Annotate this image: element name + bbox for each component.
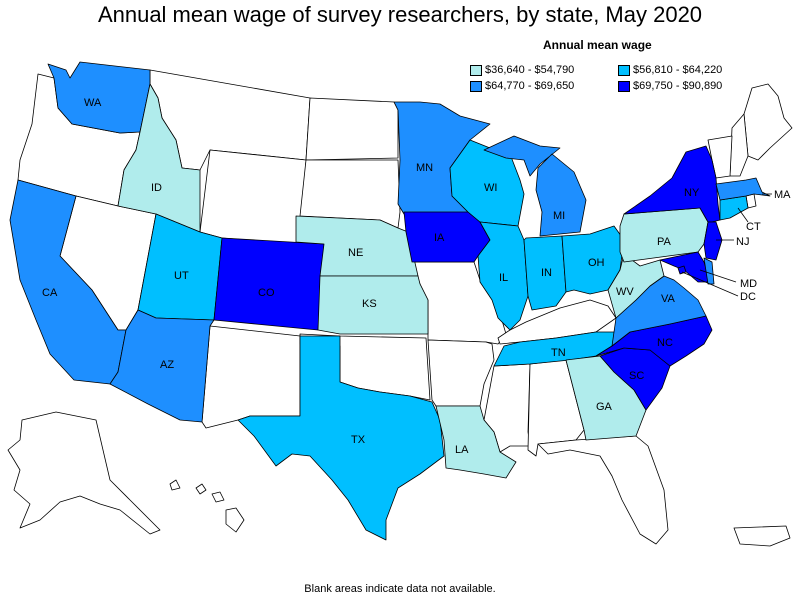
- legend-item-bin-2: $56,810 - $64,220: [618, 64, 722, 76]
- state-IL: [477, 221, 529, 331]
- legend-title: Annual mean wage: [543, 38, 652, 52]
- label-leader-lines: [681, 193, 772, 297]
- label-TN: TN: [551, 347, 566, 359]
- legend-swatch-bin-2: [618, 64, 630, 76]
- legend-item-bin-4: $69,750 - $90,890: [618, 80, 722, 92]
- legend-item-bin-1: $36,640 - $54,790: [470, 64, 574, 76]
- label-GA: GA: [596, 401, 613, 413]
- state-KY: [497, 299, 617, 345]
- state-AR: [427, 339, 495, 407]
- label-MD: MD: [740, 278, 757, 290]
- label-OH: OH: [588, 257, 605, 269]
- data-states: [9, 61, 771, 541]
- state-HI: [169, 479, 245, 533]
- label-NJ: NJ: [736, 236, 749, 248]
- label-CA: CA: [42, 287, 58, 299]
- label-AZ: AZ: [160, 359, 174, 371]
- leader-line-ct: [737, 207, 749, 223]
- state-ND: [305, 97, 399, 161]
- label-IA: IA: [434, 232, 445, 244]
- state-ID: [117, 83, 201, 233]
- label-SC: SC: [629, 370, 644, 382]
- label-WV: WV: [616, 286, 634, 298]
- label-CT: CT: [746, 221, 761, 233]
- legend-swatch-bin-1: [470, 64, 482, 76]
- label-IL: IL: [499, 272, 508, 284]
- state-WI: [449, 139, 525, 227]
- state-AK: [7, 411, 161, 535]
- label-DC: DC: [740, 291, 756, 303]
- label-NE: NE: [348, 247, 363, 259]
- state-KS: [317, 275, 429, 335]
- state-LA: [435, 405, 517, 479]
- state-WV: [607, 253, 665, 319]
- legend-label-bin-4: $69,750 - $90,890: [633, 80, 723, 92]
- label-WA: WA: [84, 97, 102, 109]
- state-DE: [703, 257, 715, 285]
- legend-label-bin-2: $56,810 - $64,220: [633, 64, 723, 76]
- legend-swatch-bin-3: [470, 80, 482, 92]
- label-MN: MN: [416, 162, 433, 174]
- state-MA: [715, 177, 771, 201]
- state-CO: [213, 237, 325, 331]
- label-CO: CO: [258, 287, 275, 299]
- label-MI: MI: [553, 210, 565, 222]
- label-IN: IN: [541, 267, 552, 279]
- legend-item-bin-3: $64,770 - $69,650: [470, 80, 574, 92]
- legend-swatch-bin-4: [618, 80, 630, 92]
- label-MA: MA: [774, 189, 791, 201]
- state-ME: [743, 83, 793, 161]
- state-NJ: [703, 221, 723, 261]
- label-LA: LA: [455, 444, 469, 456]
- state-FL: [537, 435, 669, 545]
- state-labels: WA ID CA UT AZ CO NE KS TX MN IA LA WI I…: [42, 97, 791, 456]
- footnote: Blank areas indicate data not available.: [304, 583, 496, 595]
- label-NC: NC: [657, 337, 673, 349]
- label-VA: VA: [661, 293, 676, 305]
- state-AZ: [109, 309, 215, 423]
- label-TX: TX: [351, 434, 366, 446]
- legend-label-bin-1: $36,640 - $54,790: [485, 64, 575, 76]
- territory-PR: [733, 525, 791, 547]
- label-KS: KS: [362, 298, 377, 310]
- leader-line-dc: [681, 271, 739, 297]
- state-TX: [237, 335, 445, 541]
- state-DC: [677, 265, 687, 275]
- label-NY: NY: [684, 187, 700, 199]
- state-NM: [201, 325, 301, 429]
- state-MD: [659, 251, 711, 283]
- state-NY: [623, 145, 721, 223]
- label-PA: PA: [657, 236, 672, 248]
- leader-line-md: [699, 269, 737, 283]
- label-ID: ID: [151, 182, 162, 194]
- state-MI: [483, 135, 587, 237]
- label-UT: UT: [174, 270, 189, 282]
- state-WY: [199, 149, 307, 245]
- map-title: Annual mean wage of survey researchers, …: [97, 2, 703, 27]
- legend-label-bin-3: $64,770 - $69,650: [485, 80, 575, 92]
- label-WI: WI: [484, 182, 497, 194]
